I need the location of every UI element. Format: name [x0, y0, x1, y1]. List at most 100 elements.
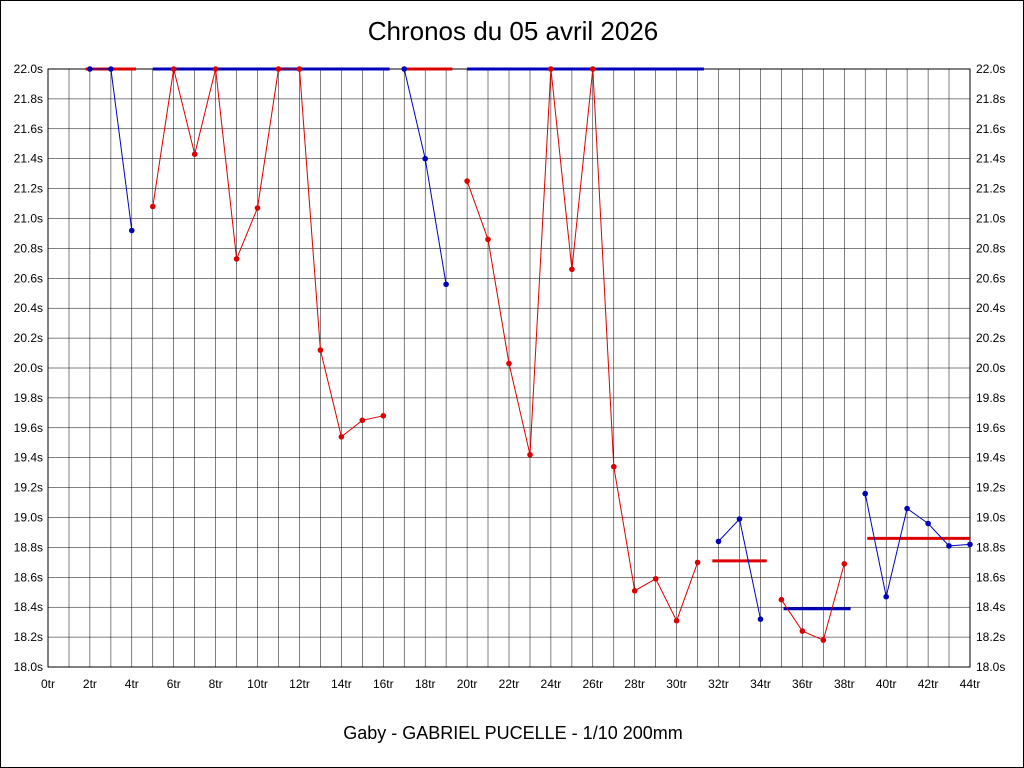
data-point-stint-4	[485, 236, 491, 243]
y-tick-label-left: 19.6s	[14, 421, 43, 435]
y-tick-label-right: 19.6s	[976, 421, 1005, 435]
data-point-stint-2	[233, 256, 240, 262]
y-tick-label-right: 21.0s	[976, 212, 1005, 226]
y-tick-label-right: 18.4s	[976, 600, 1005, 614]
series-line-stint-2	[152, 68, 384, 438]
y-tick-label-left: 20.6s	[14, 271, 43, 285]
y-tick-label-right: 20.6s	[976, 271, 1005, 285]
data-point-stint-4	[611, 463, 617, 470]
data-point-stint-2	[191, 151, 198, 157]
data-point-stint-7	[883, 593, 889, 600]
y-tick-label-left: 19.0s	[14, 511, 43, 525]
y-tick-label-right: 20.8s	[976, 241, 1005, 255]
x-tick-label: 40tr	[876, 677, 897, 691]
x-tick-label: 14tr	[331, 677, 352, 691]
data-point-stint-4	[631, 588, 638, 594]
y-tick-label-left: 21.0s	[14, 212, 43, 226]
x-tick-label: 18tr	[415, 677, 436, 691]
x-tick-label: 24tr	[541, 677, 562, 691]
y-tick-label-left: 22.0s	[14, 62, 43, 76]
x-tick-label: 0tr	[41, 677, 55, 691]
series-line-stint-4	[466, 68, 699, 622]
y-tick-label-left: 20.0s	[14, 361, 43, 375]
series-line-stint-7	[864, 493, 971, 597]
y-tick-label-right: 19.2s	[976, 481, 1005, 495]
x-tick-label: 16tr	[373, 677, 394, 691]
data-point-stint-3	[422, 155, 429, 162]
data-point-stint-2	[359, 417, 366, 424]
y-tick-label-left: 18.4s	[14, 600, 43, 614]
x-tick-label: 10tr	[247, 677, 268, 691]
data-point-stint-1	[129, 227, 135, 234]
x-tick-label: 6tr	[167, 677, 181, 691]
x-tick-label: 28tr	[624, 677, 645, 691]
y-tick-label-right: 18.8s	[976, 540, 1005, 554]
data-point-stint-5	[736, 516, 743, 522]
x-tick-label: 42tr	[918, 677, 939, 691]
y-tick-label-left: 21.4s	[14, 152, 43, 166]
data-point-stint-2	[254, 205, 261, 211]
y-tick-label-left: 19.8s	[14, 391, 43, 405]
data-point-stint-6	[778, 596, 785, 603]
y-tick-label-right: 21.4s	[976, 152, 1005, 166]
data-point-stint-2	[212, 66, 219, 72]
y-tick-label-right: 20.2s	[976, 331, 1005, 345]
y-tick-label-right: 21.2s	[976, 182, 1005, 196]
data-point-stint-7	[967, 541, 973, 548]
x-tick-label: 8tr	[209, 677, 223, 691]
data-point-stint-4	[590, 66, 596, 72]
data-point-stint-7	[904, 505, 910, 512]
x-tick-label: 44tr	[960, 677, 981, 691]
chart-title: Chronos du 05 avril 2026	[367, 16, 659, 46]
y-tick-label-left: 19.2s	[14, 481, 43, 495]
y-tick-label-left: 21.6s	[14, 122, 43, 136]
y-tick-label-right: 20.4s	[976, 301, 1005, 315]
y-tick-label-right: 20.0s	[976, 361, 1005, 375]
y-tick-label-right: 19.4s	[976, 451, 1005, 465]
x-tick-label: 22tr	[499, 677, 520, 691]
data-point-stint-2	[380, 413, 387, 419]
data-point-stint-7	[862, 490, 868, 497]
y-tick-label-right: 19.0s	[976, 511, 1005, 525]
y-tick-label-right: 18.6s	[976, 570, 1005, 584]
y-tick-label-left: 18.0s	[14, 660, 43, 674]
driver-caption: Gaby - GABRIEL PUCELLE - 1/10 200mm	[343, 723, 683, 743]
y-tick-label-left: 20.2s	[14, 331, 43, 345]
data-point-stint-4	[652, 576, 659, 582]
data-point-stint-2	[317, 347, 324, 353]
data-point-stint-1	[87, 66, 93, 72]
x-tick-label: 20tr	[457, 677, 478, 691]
x-tick-label: 4tr	[125, 677, 139, 691]
x-tick-label: 34tr	[750, 677, 771, 691]
data-point-stint-7	[925, 520, 931, 527]
x-tick-label: 32tr	[708, 677, 729, 691]
data-point-stint-2	[338, 434, 345, 440]
data-point-stint-4	[506, 360, 512, 367]
data-point-stint-2	[170, 66, 177, 72]
series-line-stint-6	[780, 563, 845, 641]
x-tick-label: 30tr	[666, 677, 687, 691]
data-point-stint-6	[799, 628, 806, 634]
y-tick-label-right: 22.0s	[976, 62, 1005, 76]
data-point-stint-7	[946, 543, 952, 549]
y-tick-label-right: 18.2s	[976, 630, 1005, 644]
y-tick-label-right: 18.0s	[976, 660, 1005, 674]
data-point-stint-5	[715, 538, 722, 545]
data-point-stint-5	[757, 616, 764, 622]
x-tick-label: 38tr	[834, 677, 855, 691]
x-tick-label: 26tr	[582, 677, 603, 691]
y-tick-label-right: 21.6s	[976, 122, 1005, 136]
data-point-stint-4	[527, 451, 533, 458]
data-point-stint-4	[569, 266, 575, 273]
x-tick-label: 36tr	[792, 677, 813, 691]
y-tick-label-left: 19.4s	[14, 451, 43, 465]
data-point-stint-4	[694, 559, 701, 566]
data-point-stint-4	[548, 66, 554, 72]
y-tick-label-left: 20.4s	[14, 301, 43, 315]
y-tick-label-right: 21.8s	[976, 92, 1005, 106]
y-tick-label-left: 20.8s	[14, 241, 43, 255]
x-tick-label: 12tr	[289, 677, 310, 691]
y-tick-label-left: 21.2s	[14, 182, 43, 196]
